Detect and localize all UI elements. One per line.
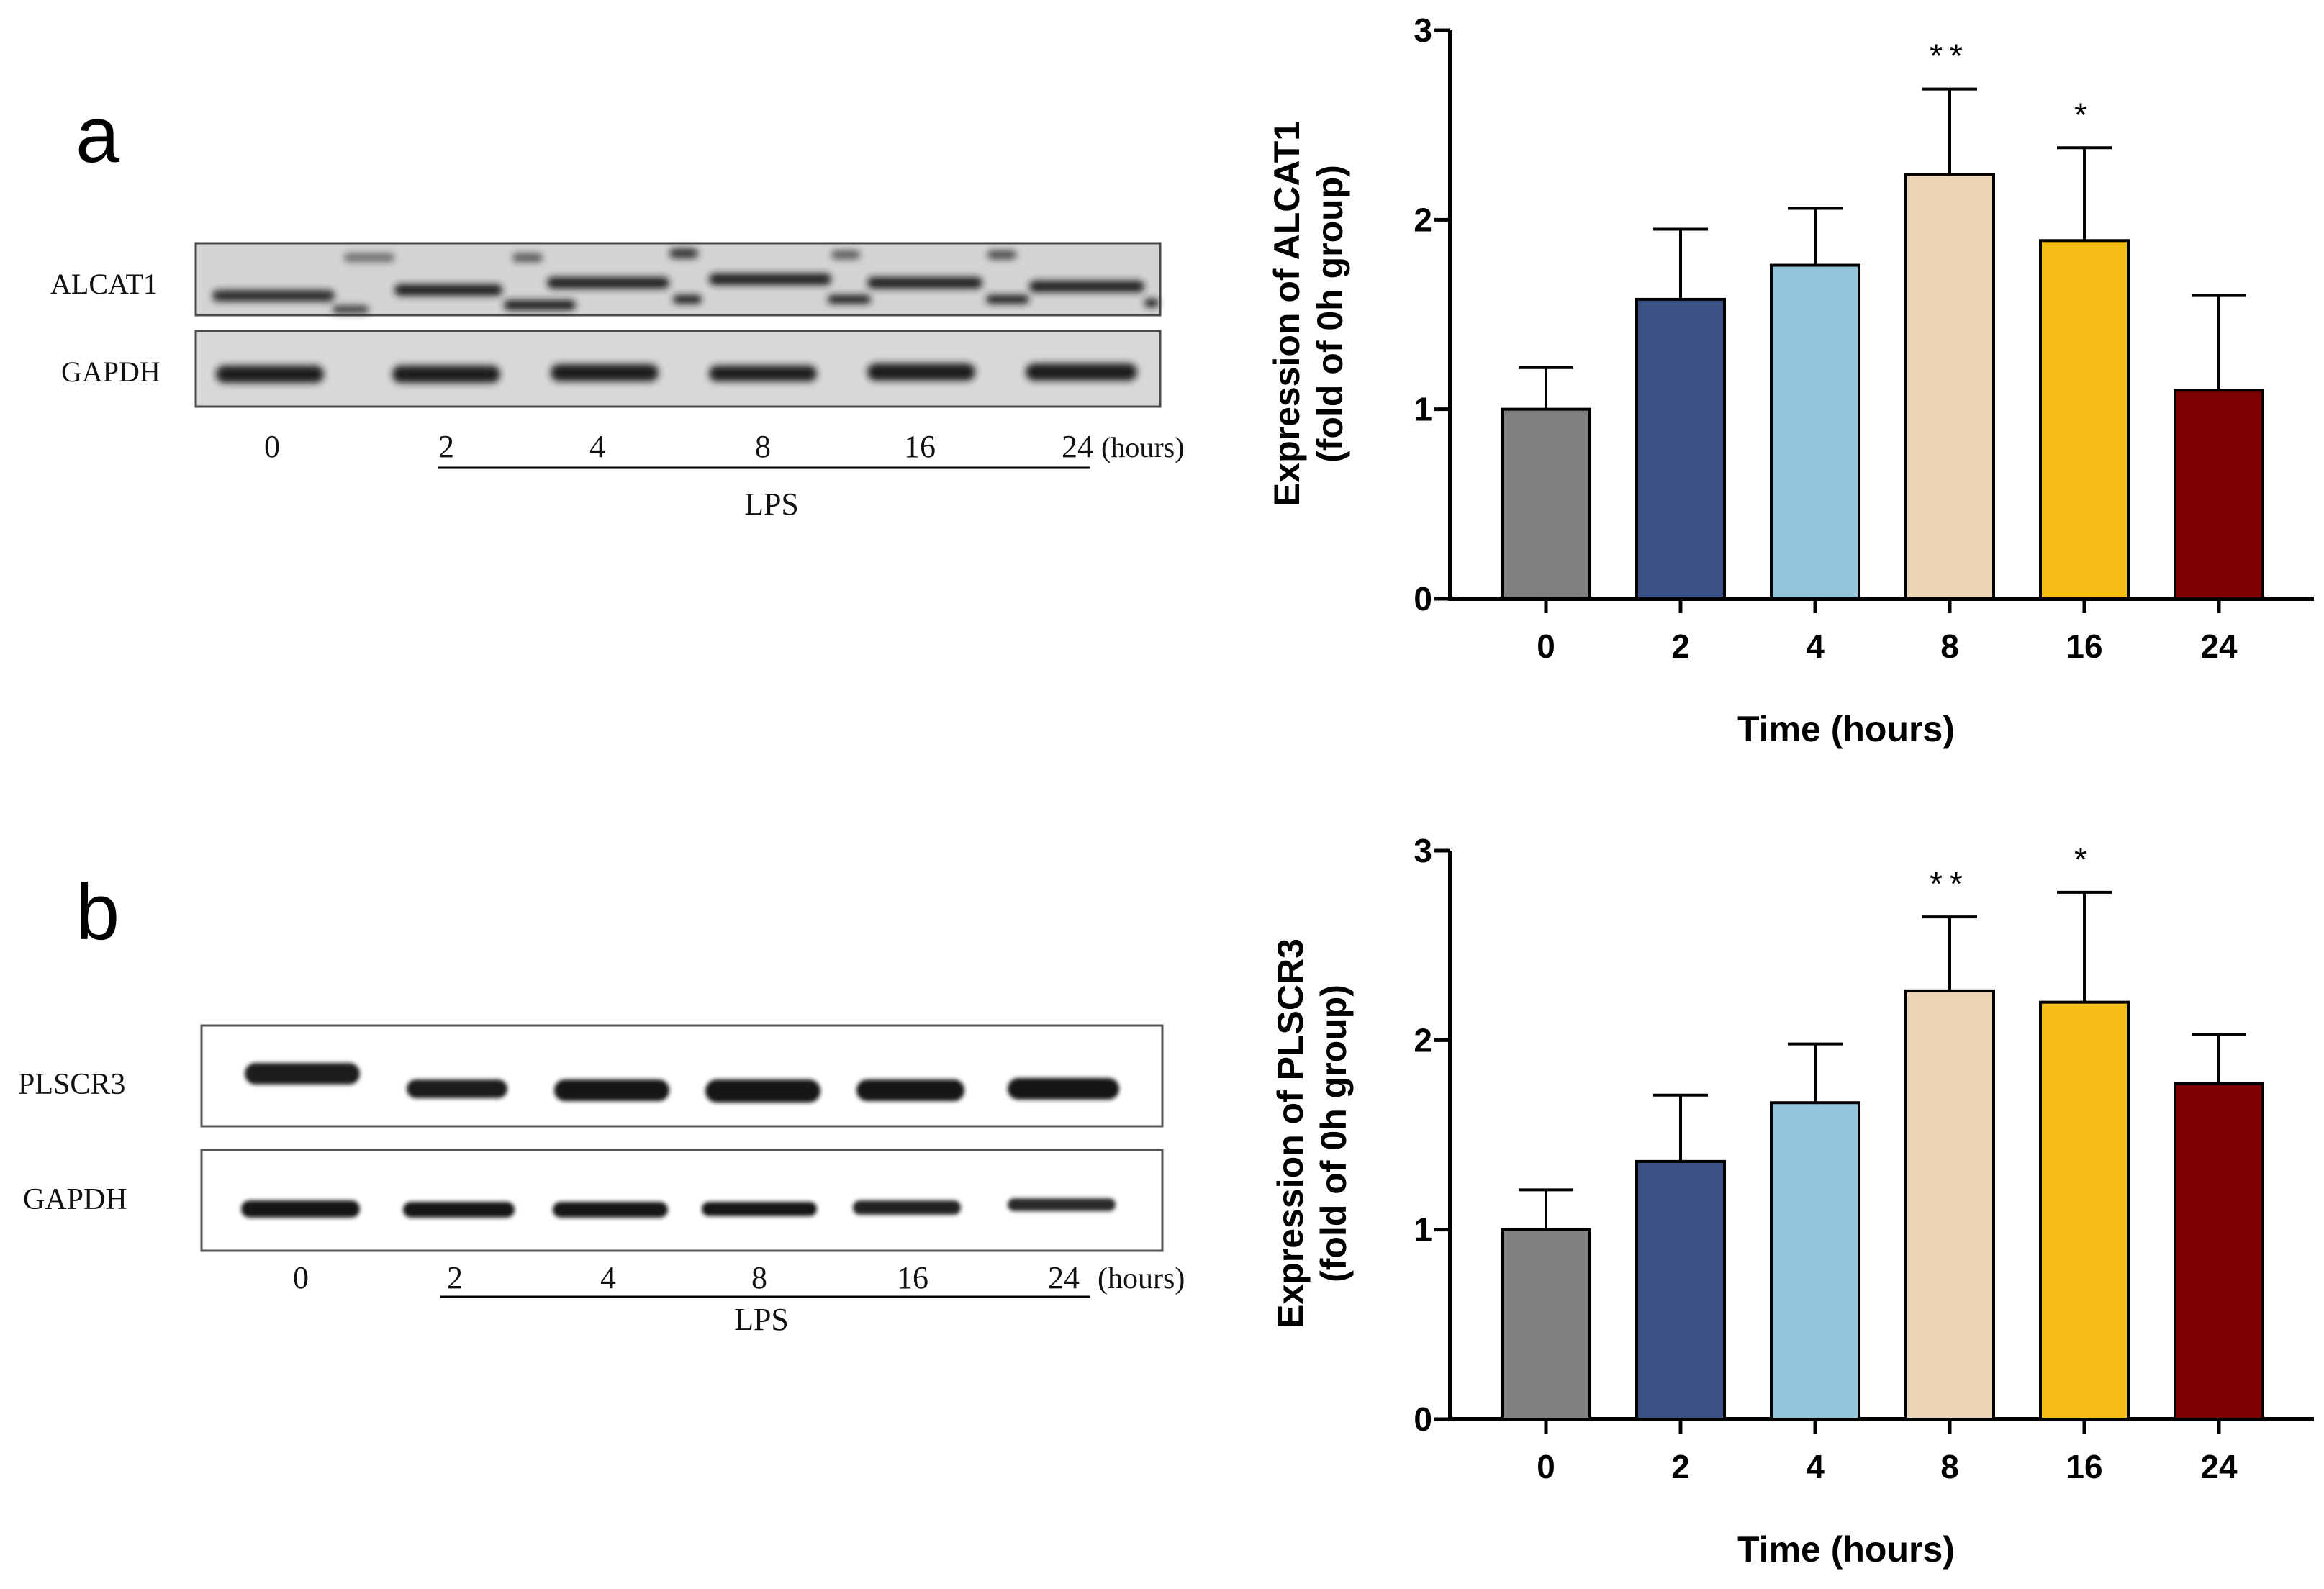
x-axis-title: Time (hours) bbox=[1737, 1529, 1955, 1570]
panel-a-blot: ALCAT1 GAPDH 0 2 4 8 16 24 (hours) LPS bbox=[50, 242, 1185, 522]
y-tick-label: 1 bbox=[1414, 1211, 1432, 1249]
band-label-gapdh-b: GAPDH bbox=[23, 1183, 127, 1216]
lane-label-a-24: 24 bbox=[1062, 429, 1093, 464]
band-label-alcat1: ALCAT1 bbox=[50, 268, 158, 300]
bar-0 bbox=[1501, 1228, 1591, 1421]
panel-b-letter: b bbox=[76, 868, 119, 956]
y-tick-label: 3 bbox=[1414, 832, 1432, 869]
y-axis-title-line1: Expression of ALCAT1 bbox=[1267, 121, 1307, 507]
x-tick-label: 8 bbox=[1940, 1448, 1959, 1485]
lane-label-b-8: 8 bbox=[751, 1260, 767, 1295]
x-tick-label: 4 bbox=[1806, 1448, 1825, 1485]
y-tick-label: 0 bbox=[1414, 1400, 1432, 1438]
y-tick-label: 1 bbox=[1414, 391, 1432, 428]
significance-mark: * bbox=[2074, 841, 2094, 878]
x-tick-label: 8 bbox=[1940, 628, 1959, 665]
x-tick-label: 2 bbox=[1671, 1448, 1690, 1485]
bar-4 bbox=[1770, 263, 1860, 600]
lps-label-b: LPS bbox=[734, 1302, 789, 1337]
lane-unit-b: (hours) bbox=[1098, 1262, 1185, 1295]
band-label-plscr3: PLSCR3 bbox=[18, 1068, 125, 1101]
bar-16 bbox=[2039, 1000, 2130, 1421]
plscr3-bands bbox=[245, 1063, 1119, 1103]
y-tick-label: 3 bbox=[1414, 12, 1432, 49]
alcat1-bands bbox=[212, 248, 1159, 313]
panel-a-letter: a bbox=[76, 91, 120, 179]
bar-0 bbox=[1501, 407, 1591, 601]
y-axis-title-line1: Expression of PLSCR3 bbox=[1270, 938, 1311, 1328]
x-tick-label: 16 bbox=[2066, 1448, 2102, 1485]
lane-unit-a: (hours) bbox=[1101, 431, 1185, 463]
y-axis-title-line2: (fold of 0h group) bbox=[1314, 984, 1354, 1282]
x-tick-label: 2 bbox=[1671, 628, 1690, 665]
bar-24 bbox=[2174, 389, 2264, 600]
gapdh-bands-b bbox=[241, 1198, 1116, 1218]
lane-label-a-8: 8 bbox=[755, 429, 771, 464]
gapdh-bands-a bbox=[216, 363, 1137, 383]
lane-label-b-4: 4 bbox=[600, 1260, 616, 1295]
lane-label-a-4: 4 bbox=[589, 429, 605, 464]
lane-label-b-24: 24 bbox=[1048, 1260, 1080, 1295]
lane-label-b-0: 0 bbox=[293, 1260, 309, 1295]
significance-mark: * bbox=[2074, 96, 2094, 133]
lane-label-a-2: 2 bbox=[438, 429, 454, 464]
gapdh-membrane-a bbox=[194, 330, 1162, 408]
x-axis-title: Time (hours) bbox=[1737, 709, 1955, 749]
lane-label-a-0: 0 bbox=[264, 429, 280, 464]
significance-mark: ** bbox=[1930, 37, 1970, 75]
x-tick-label: 4 bbox=[1806, 628, 1825, 665]
x-tick-label: 16 bbox=[2066, 628, 2102, 665]
gapdh-membrane-b bbox=[200, 1149, 1164, 1252]
significance-mark: ** bbox=[1930, 865, 1970, 902]
y-tick-label: 0 bbox=[1414, 580, 1432, 617]
x-tick-label: 0 bbox=[1537, 628, 1555, 665]
bar-4 bbox=[1770, 1101, 1860, 1421]
x-tick-label: 24 bbox=[2200, 1448, 2238, 1485]
lps-label-a: LPS bbox=[744, 486, 799, 522]
y-axis-title-line2: (fold of 0h group) bbox=[1310, 165, 1350, 463]
panel-b-blot: PLSCR3 GAPDH 0 2 4 8 16 24 (hours) LPS bbox=[18, 1024, 1185, 1337]
y-tick-label: 2 bbox=[1414, 1021, 1432, 1059]
lane-label-b-16: 16 bbox=[897, 1260, 928, 1295]
plscr3-membrane bbox=[200, 1024, 1164, 1128]
x-tick-label: 0 bbox=[1537, 1448, 1555, 1485]
bar-8 bbox=[1904, 989, 1995, 1421]
lane-label-b-2: 2 bbox=[447, 1260, 463, 1295]
x-tick-label: 24 bbox=[2200, 628, 2238, 665]
band-label-gapdh-a: GAPDH bbox=[61, 356, 160, 388]
bar-24 bbox=[2174, 1082, 2264, 1421]
bar-2 bbox=[1635, 297, 1726, 600]
bar-16 bbox=[2039, 239, 2130, 600]
bar-8 bbox=[1904, 173, 1995, 600]
lane-label-a-16: 16 bbox=[904, 429, 936, 464]
y-tick-label: 2 bbox=[1414, 201, 1432, 238]
bar-2 bbox=[1635, 1159, 1726, 1421]
